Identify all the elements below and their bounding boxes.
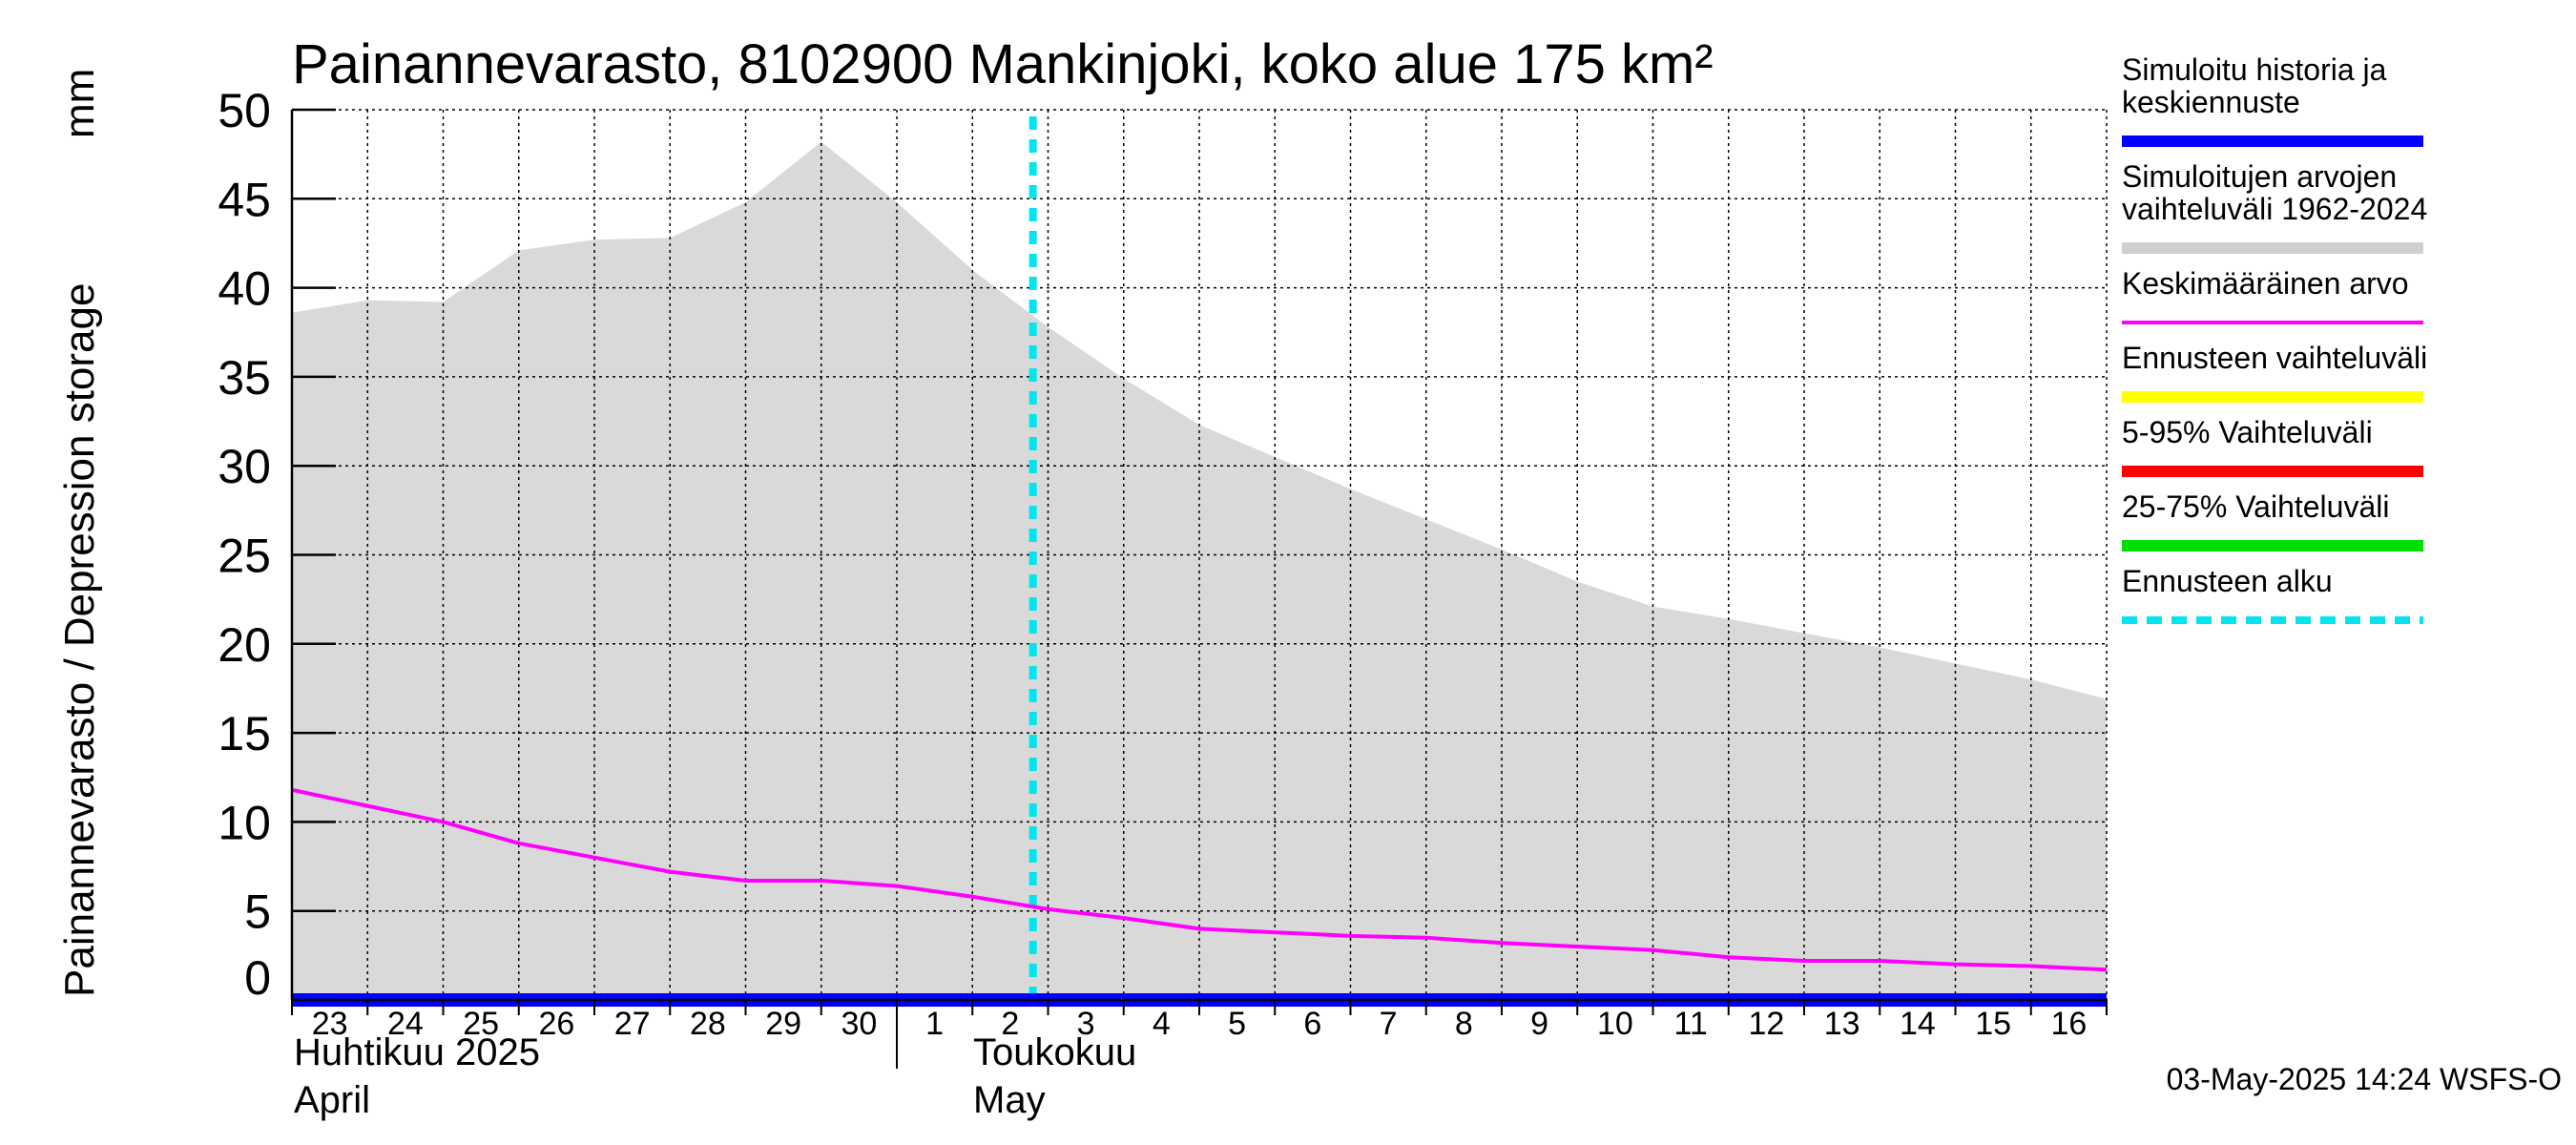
month-label-en: April [294,1079,370,1121]
y-tick-label: 0 [244,951,271,1005]
legend-item: Ennusteen alku [2122,564,2423,624]
y-tick-label: 5 [244,885,271,939]
x-tick-label: 28 [690,1006,726,1042]
timestamp-label: 03-May-2025 14:24 WSFS-O [2167,1062,2562,1096]
legend-item: 25-75% Vaihteluväli [2122,489,2423,552]
x-tick-label: 9 [1530,1006,1548,1042]
y-tick-label: 50 [218,84,271,137]
x-tick-label: 3 [1077,1006,1095,1042]
x-tick-label: 5 [1228,1006,1246,1042]
y-tick-label: 30 [218,440,271,493]
legend-item: 5-95% Vaihteluväli [2122,415,2423,477]
plot-area [291,109,2108,1007]
x-tick-label: 10 [1597,1006,1633,1042]
legend-item: Keskimääräinen arvo [2122,266,2423,324]
x-tick-label: 29 [765,1006,801,1042]
legend-label: 5-95% Vaihteluväli [2122,415,2373,449]
y-tick-label: 25 [218,530,271,583]
legend-label: 25-75% Vaihteluväli [2122,489,2389,524]
legend-label: Ennusteen vaihteluväli [2122,341,2427,375]
x-tick-label: 23 [312,1006,348,1042]
x-tick-label: 14 [1900,1006,1936,1042]
x-tick-label: 30 [841,1006,877,1042]
legend-label: Simuloitu historia ja [2122,52,2387,87]
x-tick-label: 4 [1153,1006,1171,1042]
legend: Simuloitu historia jakeskiennusteSimuloi… [2122,52,2427,624]
y-tick-label: 40 [218,262,271,316]
month-label-fi: Huhtikuu 2025 [294,1031,540,1073]
x-tick-label: 7 [1380,1006,1398,1042]
x-tick-label: 8 [1455,1006,1473,1042]
legend-label: Simuloitujen arvojen [2122,159,2397,194]
x-tick-label: 12 [1748,1006,1784,1042]
legend-label: keskiennuste [2122,85,2300,119]
x-tick-label: 13 [1824,1006,1860,1042]
y-tick-label: 20 [218,618,271,672]
legend-label: Ennusteen alku [2122,564,2333,598]
month-label-fi: Toukokuu [973,1031,1136,1073]
y-tick-label: 45 [218,173,271,226]
legend-label: vaihteluväli 1962-2024 [2122,192,2427,226]
x-tick-label: 6 [1303,1006,1321,1042]
mean-line [291,787,2108,972]
y-axis-label: Painannevarasto / Depression storage [56,283,103,997]
legend-item: Ennusteen vaihteluväli [2122,341,2427,403]
y-tick-label: 10 [218,796,271,849]
x-tick-label: 15 [1975,1006,2011,1042]
x-tick-label: 2 [1001,1006,1019,1042]
y-axis-unit: mm [56,69,103,138]
y-tick-label: 35 [218,351,271,405]
x-tick-label: 24 [387,1006,424,1042]
legend-label: Keskimääräinen arvo [2122,266,2409,301]
y-tick-label: 15 [218,707,271,760]
chart-title: Painannevarasto, 8102900 Mankinjoki, kok… [292,33,1714,95]
x-tick-label: 11 [1673,1006,1707,1042]
x-tick-label: 26 [538,1006,574,1042]
x-tick-label: 1 [925,1006,944,1042]
x-tick-label: 16 [2050,1006,2087,1042]
x-tick-label: 27 [614,1006,651,1042]
x-tick-label: 25 [463,1006,499,1042]
month-label-en: May [973,1079,1046,1121]
